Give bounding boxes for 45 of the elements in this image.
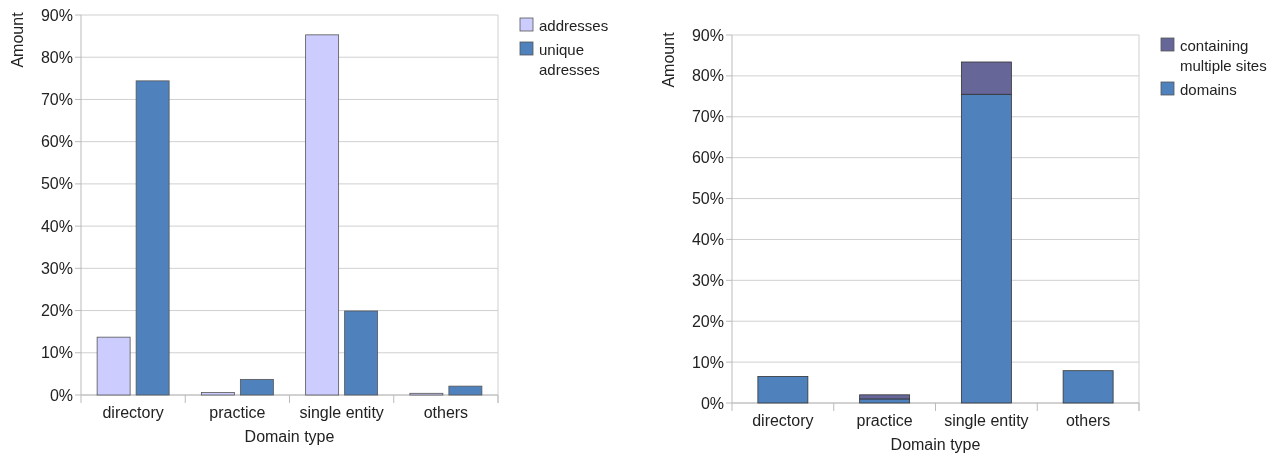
bar: [200, 392, 235, 396]
y-tick-label: 30%: [691, 271, 724, 289]
y-tick-label: 90%: [40, 6, 73, 24]
bar: [448, 385, 483, 396]
x-tick-label: single entity: [944, 412, 1029, 429]
y-tick-label: 70%: [40, 90, 73, 108]
bar: [305, 34, 340, 396]
x-tick-label: single entity: [299, 404, 384, 421]
y-tick-label: 70%: [691, 108, 724, 126]
bar: [344, 310, 379, 396]
bar: [859, 394, 911, 400]
x-tick-label: directory: [102, 404, 164, 421]
y-tick-label: 20%: [40, 302, 73, 320]
bar: [239, 378, 274, 396]
legend-label: addresses: [539, 16, 609, 34]
y-tick-label: 0%: [700, 394, 724, 412]
y-tick-label: 80%: [691, 67, 724, 85]
y-tick-label: 10%: [691, 353, 724, 371]
y-tick-label: 50%: [691, 190, 724, 208]
y-axis-title: Amount: [660, 31, 677, 88]
legend-label: unique adresses: [539, 40, 600, 78]
x-tick-label: practice: [209, 404, 266, 421]
y-tick-label: 0%: [49, 386, 73, 404]
y-tick-label: 10%: [40, 344, 73, 362]
y-tick-label: 20%: [691, 312, 724, 330]
bar: [135, 80, 170, 396]
bar: [757, 376, 809, 404]
x-tick-label: others: [423, 404, 469, 421]
x-tick-label: practice: [856, 412, 913, 429]
bar: [96, 336, 131, 396]
y-tick-label: 60%: [691, 149, 724, 167]
y-tick-label: 90%: [691, 26, 724, 44]
x-axis-title: Domain type: [890, 436, 981, 453]
x-axis-title: Domain type: [244, 428, 335, 445]
x-tick-label: others: [1065, 412, 1111, 429]
y-tick-label: 50%: [40, 175, 73, 193]
y-tick-label: 80%: [40, 48, 73, 66]
bar: [1062, 370, 1114, 404]
x-tick-label: directory: [752, 412, 814, 429]
y-tick-label: 40%: [691, 230, 724, 248]
y-tick-label: 30%: [40, 259, 73, 277]
y-tick-label: 60%: [40, 133, 73, 151]
y-axis-title: Amount: [9, 11, 26, 68]
legend-label: domains: [1180, 80, 1237, 98]
y-tick-label: 40%: [40, 217, 73, 235]
